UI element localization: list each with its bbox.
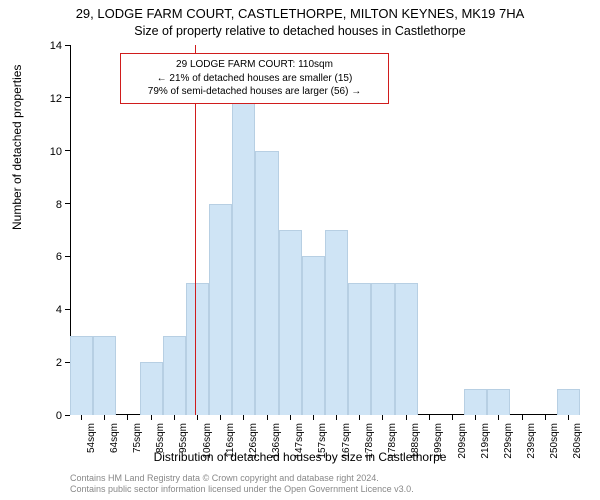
y-tick bbox=[65, 45, 70, 46]
x-tick bbox=[243, 415, 244, 420]
histogram-bar bbox=[302, 256, 325, 415]
y-tick-label: 6 bbox=[42, 251, 62, 263]
chart-title: 29, LODGE FARM COURT, CASTLETHORPE, MILT… bbox=[0, 6, 600, 21]
histogram-bar bbox=[279, 230, 302, 415]
histogram-bar bbox=[371, 283, 394, 415]
y-tick-label: 4 bbox=[42, 304, 62, 316]
chart-footer: Contains HM Land Registry data © Crown c… bbox=[70, 473, 590, 496]
histogram-bar bbox=[395, 283, 418, 415]
y-tick-label: 12 bbox=[42, 93, 62, 105]
x-tick bbox=[104, 415, 105, 420]
x-tick bbox=[290, 415, 291, 420]
y-tick bbox=[65, 203, 70, 204]
x-tick bbox=[267, 415, 268, 420]
x-tick bbox=[382, 415, 383, 420]
x-tick bbox=[359, 415, 360, 420]
x-tick bbox=[498, 415, 499, 420]
footer-line-1: Contains HM Land Registry data © Crown c… bbox=[70, 473, 590, 485]
histogram-bar bbox=[557, 389, 580, 415]
y-tick-label: 14 bbox=[42, 40, 62, 52]
x-tick bbox=[545, 415, 546, 420]
chart-subtitle: Size of property relative to detached ho… bbox=[0, 24, 600, 38]
y-tick bbox=[65, 150, 70, 151]
y-tick bbox=[65, 309, 70, 310]
histogram-bar bbox=[93, 336, 116, 415]
annotation-line-1: 29 LODGE FARM COURT: 110sqm bbox=[127, 58, 382, 72]
x-tick bbox=[568, 415, 569, 420]
x-tick bbox=[336, 415, 337, 420]
x-tick bbox=[127, 415, 128, 420]
annotation-line-2: ← 21% of detached houses are smaller (15… bbox=[127, 72, 382, 86]
histogram-bar bbox=[464, 389, 487, 415]
histogram-bar bbox=[487, 389, 510, 415]
plot-area: 0246810121454sqm64sqm75sqm85sqm95sqm106s… bbox=[70, 45, 580, 415]
histogram-bar bbox=[163, 336, 186, 415]
x-tick bbox=[151, 415, 152, 420]
chart-container: 29, LODGE FARM COURT, CASTLETHORPE, MILT… bbox=[0, 0, 600, 500]
x-tick bbox=[406, 415, 407, 420]
x-tick bbox=[452, 415, 453, 420]
x-tick bbox=[522, 415, 523, 420]
y-tick-label: 8 bbox=[42, 199, 62, 211]
y-tick-label: 2 bbox=[42, 357, 62, 369]
x-tick bbox=[313, 415, 314, 420]
x-tick bbox=[197, 415, 198, 420]
y-tick bbox=[65, 97, 70, 98]
x-tick bbox=[81, 415, 82, 420]
x-tick bbox=[429, 415, 430, 420]
y-axis-label: Number of detached properties bbox=[10, 65, 24, 230]
histogram-bar bbox=[70, 336, 93, 415]
footer-line-2: Contains public sector information licen… bbox=[70, 484, 590, 496]
histogram-bar bbox=[348, 283, 371, 415]
histogram-bar bbox=[186, 283, 209, 415]
x-tick bbox=[475, 415, 476, 420]
annotation-line-3: 79% of semi-detached houses are larger (… bbox=[127, 85, 382, 99]
y-tick-label: 10 bbox=[42, 146, 62, 158]
histogram-bar bbox=[325, 230, 348, 415]
x-tick bbox=[220, 415, 221, 420]
histogram-bar bbox=[209, 204, 232, 415]
histogram-bar bbox=[255, 151, 278, 415]
annotation-box: 29 LODGE FARM COURT: 110sqm← 21% of deta… bbox=[120, 53, 389, 104]
histogram-bar bbox=[140, 362, 163, 415]
x-tick bbox=[174, 415, 175, 420]
y-tick-label: 0 bbox=[42, 410, 62, 422]
y-tick bbox=[65, 256, 70, 257]
x-axis-label: Distribution of detached houses by size … bbox=[0, 450, 600, 464]
histogram-bar bbox=[232, 98, 255, 415]
